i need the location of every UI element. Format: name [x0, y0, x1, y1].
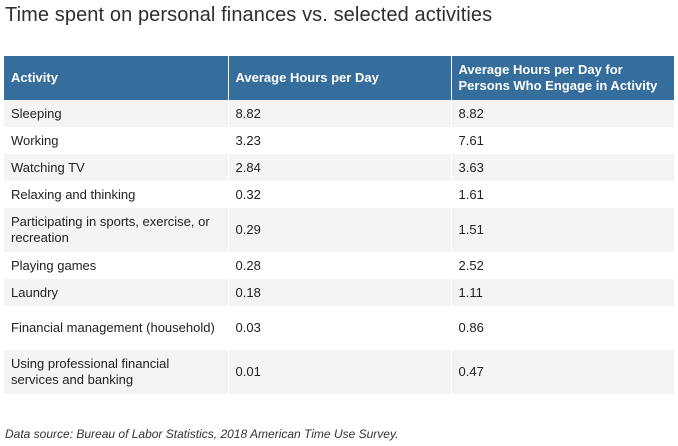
average-hours-engaged-cell: 0.47: [451, 350, 674, 394]
average-hours-engaged-cell: 1.51: [451, 208, 674, 252]
average-hours-cell: 2.84: [228, 154, 452, 181]
average-hours-cell: 0.32: [228, 181, 452, 208]
table-row: Watching TV 2.84 3.63: [4, 154, 674, 181]
table-row: Using professional financial services an…: [4, 350, 674, 394]
activity-cell: Relaxing and thinking: [4, 181, 229, 208]
activity-table: Activity Average Hours per Day Average H…: [4, 56, 674, 394]
average-hours-engaged-cell: 3.63: [451, 154, 674, 181]
average-hours-cell: 0.18: [228, 279, 452, 306]
activity-cell: Laundry: [4, 279, 229, 306]
average-hours-engaged-cell: 0.86: [451, 306, 674, 350]
column-header-activity: Activity: [4, 56, 229, 100]
column-header-average-hours: Average Hours per Day: [228, 56, 452, 100]
average-hours-engaged-cell: 8.82: [451, 100, 674, 127]
average-hours-cell: 8.82: [228, 100, 452, 127]
table-row: Playing games 0.28 2.52: [4, 252, 674, 279]
average-hours-cell: 3.23: [228, 127, 452, 154]
activity-cell: Watching TV: [4, 154, 229, 181]
data-source-footnote: Data source: Bureau of Labor Statistics,…: [5, 427, 399, 441]
activity-cell: Sleeping: [4, 100, 229, 127]
column-header-average-hours-engaged: Average Hours per Day for Persons Who En…: [451, 56, 674, 100]
activity-cell: Playing games: [4, 252, 229, 279]
table-row: Financial management (household) 0.03 0.…: [4, 306, 674, 350]
average-hours-engaged-cell: 1.61: [451, 181, 674, 208]
activity-cell: Financial management (household): [4, 306, 229, 350]
table-row: Relaxing and thinking 0.32 1.61: [4, 181, 674, 208]
average-hours-cell: 0.29: [228, 208, 452, 252]
activity-cell: Using professional financial services an…: [4, 350, 229, 394]
activity-cell: Participating in sports, exercise, or re…: [4, 208, 229, 252]
table-row: Laundry 0.18 1.11: [4, 279, 674, 306]
table-row: Sleeping 8.82 8.82: [4, 100, 674, 127]
average-hours-cell: 0.01: [228, 350, 452, 394]
average-hours-engaged-cell: 1.11: [451, 279, 674, 306]
table-row: Participating in sports, exercise, or re…: [4, 208, 674, 252]
page-title: Time spent on personal finances vs. sele…: [5, 4, 493, 26]
average-hours-cell: 0.03: [228, 306, 452, 350]
average-hours-engaged-cell: 7.61: [451, 127, 674, 154]
table-header-row: Activity Average Hours per Day Average H…: [4, 56, 674, 100]
average-hours-cell: 0.28: [228, 252, 452, 279]
activity-cell: Working: [4, 127, 229, 154]
average-hours-engaged-cell: 2.52: [451, 252, 674, 279]
table-row: Working 3.23 7.61: [4, 127, 674, 154]
